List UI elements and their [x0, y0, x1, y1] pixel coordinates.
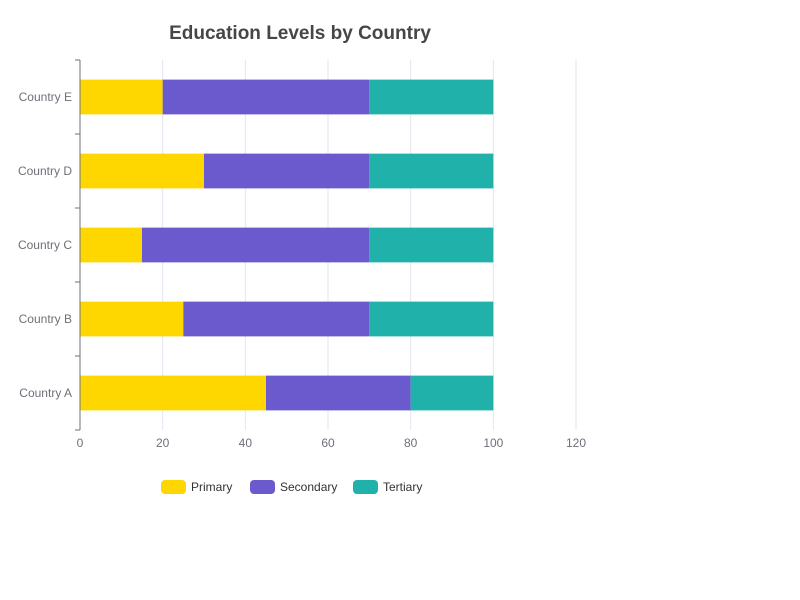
bar-primary-country-e[interactable] — [80, 79, 163, 115]
legend-swatch — [250, 480, 275, 494]
bar-secondary-country-a[interactable] — [266, 375, 411, 411]
bar-primary-country-d[interactable] — [80, 153, 204, 189]
x-tick-label: 40 — [239, 436, 253, 450]
x-tick-label: 120 — [566, 436, 586, 450]
y-tick-label: Country C — [18, 238, 72, 252]
x-tick-label: 60 — [321, 436, 335, 450]
legend-label: Primary — [191, 480, 232, 494]
bar-secondary-country-b[interactable] — [183, 301, 370, 337]
bar-tertiary-country-c[interactable] — [369, 227, 494, 263]
legend-item-secondary[interactable]: Secondary — [250, 480, 337, 494]
bar-tertiary-country-b[interactable] — [369, 301, 494, 337]
legend-item-tertiary[interactable]: Tertiary — [353, 480, 422, 494]
bar-primary-country-b[interactable] — [80, 301, 184, 337]
x-tick-label: 20 — [156, 436, 170, 450]
bar-secondary-country-c[interactable] — [142, 227, 370, 263]
bar-secondary-country-e[interactable] — [162, 79, 370, 115]
bar-tertiary-country-a[interactable] — [410, 375, 494, 411]
legend-label: Secondary — [280, 480, 337, 494]
bar-secondary-country-d[interactable] — [204, 153, 370, 189]
y-tick-label: Country A — [19, 386, 72, 400]
y-tick-label: Country B — [19, 312, 72, 326]
x-tick-label: 80 — [404, 436, 418, 450]
legend-swatch — [353, 480, 378, 494]
legend-item-primary[interactable]: Primary — [161, 480, 232, 494]
y-tick-label: Country E — [19, 90, 72, 104]
bar-tertiary-country-d[interactable] — [369, 153, 494, 189]
bars — [80, 79, 494, 411]
legend-swatch — [161, 480, 186, 494]
chart-title: Education Levels by Country — [169, 23, 431, 44]
bar-primary-country-a[interactable] — [80, 375, 266, 411]
y-tick-label: Country D — [18, 164, 72, 178]
axes: 0 20 40 60 80 100 120 Country A Country B Country… — [18, 59, 586, 450]
bar-primary-country-c[interactable] — [80, 227, 142, 263]
legend-label: Tertiary — [383, 480, 422, 494]
legend[interactable]: Primary Secondary Tertiary — [161, 480, 422, 494]
bar-tertiary-country-e[interactable] — [369, 79, 494, 115]
x-tick-label: 0 — [77, 436, 84, 450]
x-tick-label: 100 — [483, 436, 503, 450]
